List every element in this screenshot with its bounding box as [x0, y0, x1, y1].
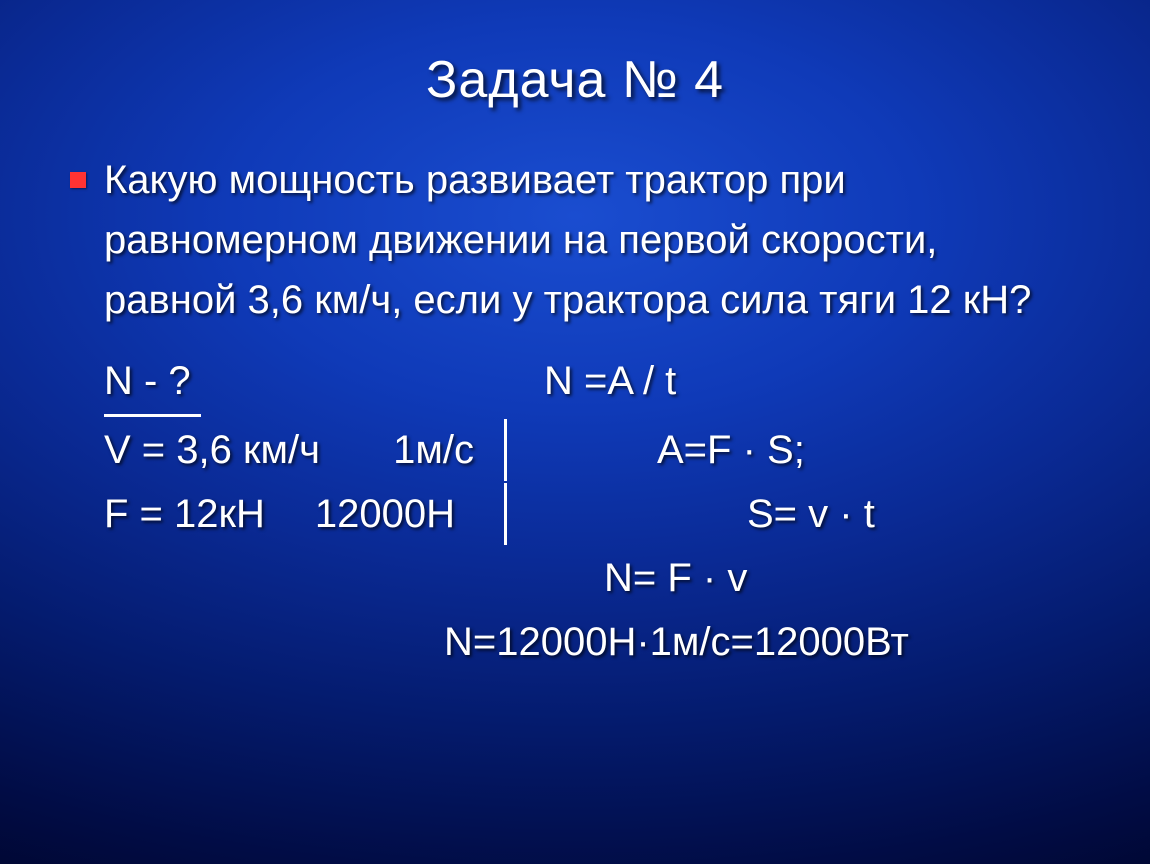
solution-row-2: V = 3,6 км/ч 1м/с A=F · S; — [104, 419, 1080, 481]
bullet-icon — [70, 172, 86, 188]
slide-body: Какую мощность развивает трактор при рав… — [70, 150, 1080, 673]
formula-power-def: N =A / t — [504, 350, 1080, 417]
solution-row-3: F = 12кН 12000Н S= v · t — [104, 483, 1080, 545]
given-velocity: V = 3,6 км/ч 1м/с — [104, 419, 507, 481]
solution-block: N - ? N =A / t V = 3,6 км/ч 1м/с A=F · S… — [104, 350, 1080, 673]
velocity-si: 1м/с — [393, 419, 484, 481]
empty-left-4 — [104, 547, 504, 609]
solution-row-4: N= F · v — [104, 547, 1080, 609]
given-unknown: N - ? — [104, 350, 504, 417]
given-force: F = 12кН 12000Н — [104, 483, 507, 545]
solution-row-1: N - ? N =A / t — [104, 350, 1080, 417]
formula-power-fv: N= F · v — [504, 547, 1080, 609]
slide-title: Задача № 4 — [70, 50, 1080, 110]
unknown-n: N - ? — [104, 350, 201, 417]
empty-left-5 — [104, 611, 324, 673]
formula-distance: S= v · t — [507, 483, 1080, 545]
solution-row-5: N=12000Н·1м/с=12000Вт — [104, 611, 1080, 673]
problem-text: Какую мощность развивает трактор при рав… — [104, 150, 1080, 330]
result: N=12000Н·1м/с=12000Вт — [324, 611, 909, 673]
formula-work: A=F · S; — [507, 419, 1080, 481]
problem-block: Какую мощность развивает трактор при рав… — [70, 150, 1080, 330]
slide: Задача № 4 Какую мощность развивает трак… — [0, 0, 1150, 864]
velocity-value: V = 3,6 км/ч — [104, 419, 320, 481]
force-value: F = 12кН — [104, 483, 265, 545]
force-si: 12000Н — [315, 483, 455, 545]
